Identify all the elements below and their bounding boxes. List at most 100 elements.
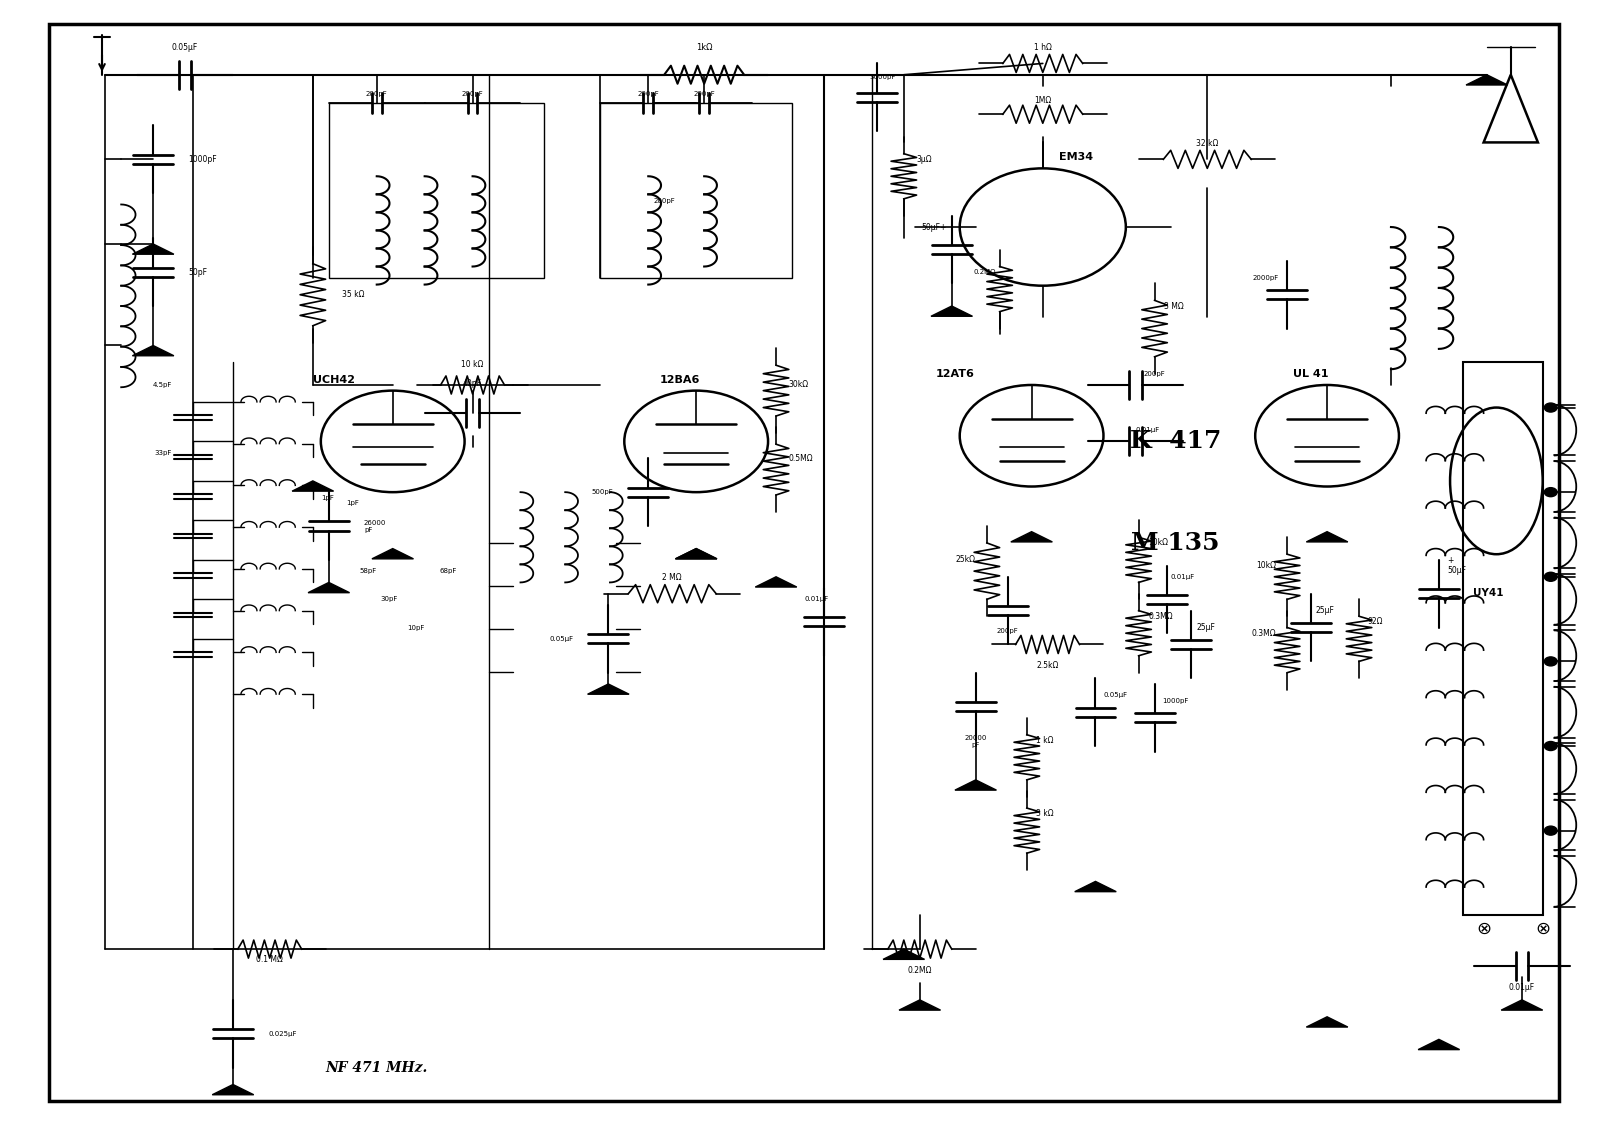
Text: 26000
pF: 26000 pF [363, 519, 386, 533]
Text: 12BA6: 12BA6 [661, 375, 701, 385]
Text: 2.5kΩ: 2.5kΩ [1037, 662, 1059, 671]
Text: 1MΩ: 1MΩ [1034, 96, 1051, 105]
Text: 0.3MΩ: 0.3MΩ [1251, 629, 1275, 638]
Polygon shape [309, 582, 349, 593]
Text: 1kΩ: 1kΩ [696, 43, 712, 52]
Text: 3000pF: 3000pF [870, 75, 896, 80]
Circle shape [1544, 826, 1557, 835]
Text: 10 kΩ: 10 kΩ [461, 360, 483, 369]
Text: 32 kΩ: 32 kΩ [1197, 139, 1219, 148]
Text: 1 hΩ: 1 hΩ [1034, 43, 1051, 52]
Text: 0.1 MΩ: 0.1 MΩ [256, 955, 283, 964]
Polygon shape [955, 780, 997, 791]
Text: 0.025µF: 0.025µF [269, 1030, 296, 1037]
Text: 20000
pF: 20000 pF [965, 735, 987, 748]
Polygon shape [755, 577, 797, 587]
Text: 10kΩ: 10kΩ [1256, 561, 1275, 570]
Bar [600, 103, 792, 278]
Text: UCH42: UCH42 [314, 375, 355, 385]
Text: 200pF: 200pF [637, 92, 659, 97]
Polygon shape [1466, 75, 1507, 85]
Polygon shape [1306, 532, 1347, 542]
Text: 1000pF: 1000pF [1163, 698, 1189, 703]
Text: 200pF: 200pF [462, 92, 483, 97]
Polygon shape [899, 1000, 941, 1010]
Polygon shape [883, 949, 925, 959]
Polygon shape [1306, 1017, 1347, 1027]
Text: K  417: K 417 [1130, 430, 1221, 454]
Circle shape [1544, 487, 1557, 497]
Polygon shape [1501, 1000, 1542, 1010]
Text: 3 MΩ: 3 MΩ [1165, 302, 1184, 311]
Text: 0.5MΩ: 0.5MΩ [789, 454, 813, 463]
Text: 0.3MΩ: 0.3MΩ [1149, 612, 1173, 621]
Polygon shape [1011, 532, 1053, 542]
Text: 50µF+: 50µF+ [922, 223, 947, 232]
Text: 0.05µF: 0.05µF [171, 43, 198, 52]
Text: 0.2MΩ: 0.2MΩ [974, 269, 997, 275]
Text: 2000pF: 2000pF [1253, 275, 1278, 280]
Bar [330, 103, 544, 278]
Text: 30kΩ: 30kΩ [789, 380, 810, 389]
Text: 58pF: 58pF [360, 568, 376, 575]
Text: 68pF: 68pF [440, 568, 456, 575]
Text: EM34: EM34 [1059, 152, 1093, 162]
Circle shape [1544, 572, 1557, 581]
Text: 1pF: 1pF [346, 500, 360, 507]
Text: 0.05µF: 0.05µF [549, 636, 573, 641]
Text: +
50µF: + 50µF [1446, 555, 1466, 576]
Text: 200pF: 200pF [1144, 371, 1165, 377]
Text: 92Ω: 92Ω [1366, 618, 1382, 627]
Text: 2 MΩ: 2 MΩ [662, 573, 682, 582]
Text: 200pF: 200pF [653, 198, 675, 205]
Text: 3 kΩ: 3 kΩ [1037, 809, 1054, 818]
Text: 3µΩ: 3µΩ [917, 155, 933, 164]
Text: ⊗: ⊗ [1477, 920, 1491, 938]
Text: 1 kΩ: 1 kΩ [1037, 736, 1054, 745]
Text: ⊗: ⊗ [1534, 920, 1550, 938]
Text: 25µF: 25µF [1197, 623, 1214, 632]
Text: 0.2MΩ: 0.2MΩ [907, 966, 933, 975]
Polygon shape [371, 549, 413, 559]
Text: 35 kΩ: 35 kΩ [341, 291, 365, 300]
Text: 12AT6: 12AT6 [936, 370, 974, 379]
Text: 200pF: 200pF [366, 92, 387, 97]
Text: 0.05µF: 0.05µF [1104, 692, 1128, 698]
Circle shape [1544, 657, 1557, 666]
Text: 1pF: 1pF [322, 494, 334, 501]
Text: UY41: UY41 [1474, 588, 1504, 598]
Text: 40pF: 40pF [462, 379, 482, 388]
Polygon shape [133, 345, 174, 356]
Text: 4.5pF: 4.5pF [154, 382, 173, 388]
Text: 1000pF: 1000pF [189, 155, 218, 164]
Polygon shape [675, 549, 717, 559]
Text: 10kΩ: 10kΩ [1149, 538, 1168, 547]
Polygon shape [1075, 881, 1117, 891]
Circle shape [1544, 403, 1557, 412]
Polygon shape [213, 1085, 254, 1095]
Polygon shape [293, 481, 334, 491]
Polygon shape [931, 307, 973, 317]
Text: M 135: M 135 [1131, 530, 1219, 555]
Text: 0.01µF: 0.01µF [1136, 428, 1160, 433]
Text: NF 471 MHz.: NF 471 MHz. [325, 1061, 427, 1074]
Text: 50pF: 50pF [189, 268, 208, 277]
Text: 0.01µF: 0.01µF [1171, 573, 1195, 580]
Text: 33pF: 33pF [155, 450, 173, 456]
Polygon shape [587, 684, 629, 694]
Text: 10pF: 10pF [408, 624, 424, 631]
Text: 30pF: 30pF [381, 596, 397, 603]
Text: 200pF: 200pF [693, 92, 715, 97]
Text: 0.01µF: 0.01µF [1509, 983, 1534, 992]
Text: UL 41: UL 41 [1293, 370, 1330, 379]
Polygon shape [675, 549, 717, 559]
Polygon shape [1418, 1039, 1459, 1050]
Text: 500pF: 500pF [592, 490, 613, 495]
Bar [1462, 362, 1542, 915]
Text: 25kΩ: 25kΩ [955, 555, 976, 564]
Text: 200pF: 200pF [997, 628, 1019, 633]
Text: 0.01µF: 0.01µF [805, 596, 829, 603]
Circle shape [1544, 742, 1557, 751]
Text: 25µF: 25µF [1315, 606, 1334, 615]
Polygon shape [133, 244, 174, 254]
